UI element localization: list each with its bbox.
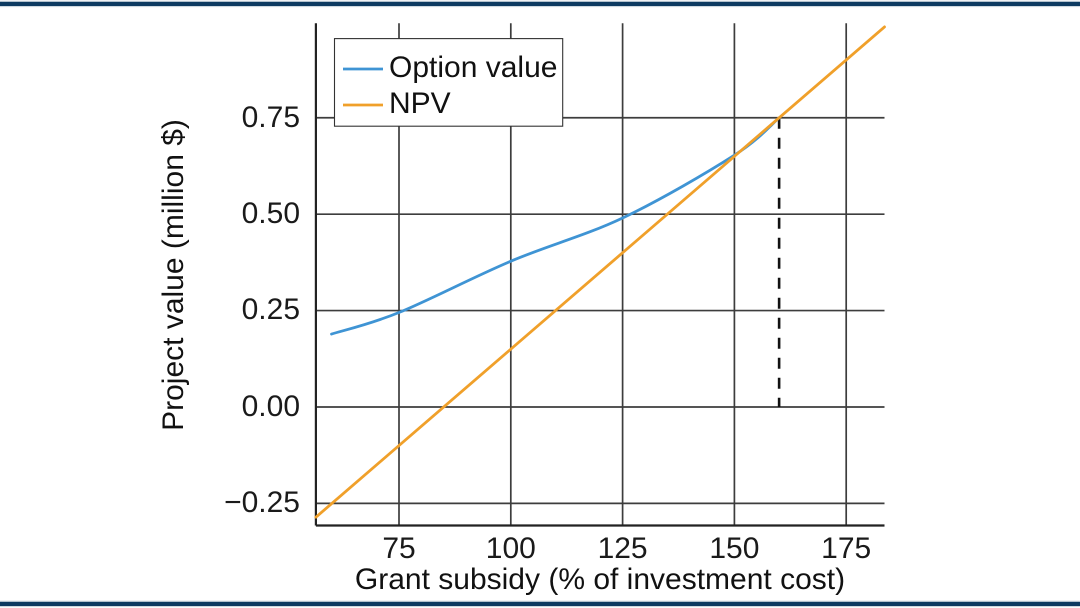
svg-text:0.25: 0.25 [242, 293, 300, 326]
svg-text:150: 150 [709, 532, 759, 565]
svg-text:Option value: Option value [389, 51, 557, 84]
svg-text:125: 125 [598, 532, 648, 565]
svg-text:75: 75 [382, 532, 415, 565]
svg-text:100: 100 [486, 532, 536, 565]
svg-text:175: 175 [821, 532, 871, 565]
svg-text:Grant subsidy (% of investment: Grant subsidy (% of investment cost) [355, 563, 845, 596]
svg-text:NPV: NPV [389, 87, 451, 120]
svg-text:0.50: 0.50 [242, 197, 300, 230]
svg-text:−0.25: −0.25 [224, 486, 300, 519]
svg-text:0.75: 0.75 [242, 101, 300, 134]
svg-text:Project value (million $): Project value (million $) [157, 119, 190, 431]
svg-text:0.00: 0.00 [242, 390, 300, 423]
